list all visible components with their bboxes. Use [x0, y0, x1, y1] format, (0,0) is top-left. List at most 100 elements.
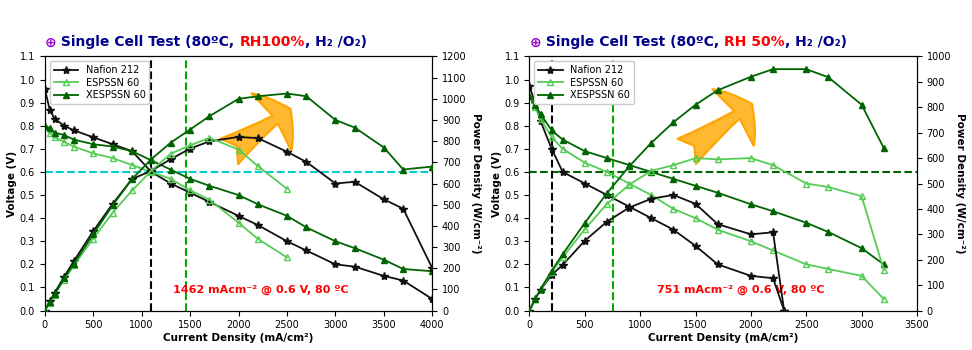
- ESPSSN 60: [557, 147, 569, 151]
- Nafion 212: [126, 149, 138, 153]
- XESPSSN 60: [427, 269, 438, 273]
- Text: ⊕: ⊕: [530, 35, 541, 49]
- Text: , H₂ /O₂): , H₂ /O₂): [305, 35, 366, 49]
- Line: XESPSSN 60: XESPSSN 60: [526, 92, 887, 268]
- ESPSSN 60: [601, 170, 612, 174]
- ESPSSN 60: [546, 135, 558, 139]
- ESPSSN 60: [107, 156, 119, 160]
- Nafion 212: [378, 274, 390, 278]
- XESPSSN 60: [68, 138, 80, 142]
- Nafion 212: [185, 191, 196, 195]
- XESPSSN 60: [557, 138, 569, 142]
- XESPSSN 60: [878, 262, 889, 266]
- ESPSSN 60: [712, 228, 723, 232]
- Nafion 212: [557, 170, 569, 174]
- Nafion 212: [427, 297, 438, 301]
- ESPSSN 60: [529, 105, 540, 109]
- Nafion 212: [601, 193, 612, 197]
- XESPSSN 60: [579, 149, 591, 153]
- Nafion 212: [146, 170, 157, 174]
- Legend: Nafion 212, ESPSSN 60, XESPSSN 60: Nafion 212, ESPSSN 60, XESPSSN 60: [50, 61, 150, 104]
- ESPSSN 60: [281, 255, 293, 259]
- XESPSSN 60: [146, 158, 157, 162]
- Text: RH100%: RH100%: [239, 35, 305, 49]
- XESPSSN 60: [535, 112, 546, 116]
- Nafion 212: [668, 228, 679, 232]
- Nafion 212: [107, 142, 119, 146]
- XESPSSN 60: [524, 93, 536, 98]
- ESPSSN 60: [645, 193, 657, 197]
- XESPSSN 60: [529, 103, 540, 107]
- Y-axis label: Power Density (W/cm⁻²): Power Density (W/cm⁻²): [470, 113, 480, 254]
- ESPSSN 60: [146, 170, 157, 174]
- Nafion 212: [49, 117, 60, 121]
- XESPSSN 60: [767, 209, 779, 213]
- Nafion 212: [252, 223, 263, 227]
- XESPSSN 60: [185, 177, 196, 181]
- XESPSSN 60: [58, 133, 70, 137]
- Nafion 212: [529, 100, 540, 105]
- XESPSSN 60: [822, 230, 834, 234]
- Nafion 212: [398, 278, 409, 282]
- XESPSSN 60: [44, 126, 55, 130]
- Nafion 212: [546, 147, 558, 151]
- Nafion 212: [349, 265, 361, 269]
- XESPSSN 60: [204, 184, 216, 188]
- ESPSSN 60: [49, 135, 60, 139]
- ESPSSN 60: [39, 124, 51, 128]
- XESPSSN 60: [398, 267, 409, 271]
- XESPSSN 60: [330, 239, 341, 243]
- Line: ESPSSN 60: ESPSSN 60: [42, 122, 291, 261]
- XESPSSN 60: [300, 225, 312, 230]
- XESPSSN 60: [107, 145, 119, 149]
- ESPSSN 60: [767, 248, 779, 253]
- XESPSSN 60: [668, 177, 679, 181]
- ESPSSN 60: [185, 188, 196, 193]
- Line: Nafion 212: Nafion 212: [41, 85, 436, 303]
- Nafion 212: [579, 181, 591, 186]
- XESPSSN 60: [623, 163, 635, 167]
- Y-axis label: Voltage (V): Voltage (V): [492, 150, 502, 217]
- ESPSSN 60: [535, 117, 546, 121]
- Nafion 212: [204, 200, 216, 204]
- Nafion 212: [746, 274, 757, 278]
- Nafion 212: [690, 244, 702, 248]
- ESPSSN 60: [878, 297, 889, 301]
- XESPSSN 60: [252, 202, 263, 206]
- Legend: Nafion 212, ESPSSN 60, XESPSSN 60: Nafion 212, ESPSSN 60, XESPSSN 60: [535, 61, 634, 104]
- XESPSSN 60: [378, 258, 390, 262]
- ESPSSN 60: [800, 262, 812, 266]
- ESPSSN 60: [690, 216, 702, 220]
- Nafion 212: [535, 119, 546, 123]
- XESPSSN 60: [855, 246, 867, 250]
- Text: , H₂ /O₂): , H₂ /O₂): [784, 35, 847, 49]
- Nafion 212: [645, 216, 657, 220]
- XESPSSN 60: [746, 202, 757, 206]
- XESPSSN 60: [349, 246, 361, 250]
- Nafion 212: [623, 204, 635, 209]
- Line: Nafion 212: Nafion 212: [525, 82, 788, 315]
- XESPSSN 60: [165, 168, 177, 172]
- ESPSSN 60: [822, 267, 834, 271]
- ESPSSN 60: [44, 131, 55, 135]
- XESPSSN 60: [601, 156, 612, 160]
- XESPSSN 60: [39, 124, 51, 128]
- ESPSSN 60: [204, 197, 216, 202]
- ESPSSN 60: [126, 163, 138, 167]
- Line: ESPSSN 60: ESPSSN 60: [526, 92, 887, 302]
- ESPSSN 60: [252, 237, 263, 241]
- Nafion 212: [44, 107, 55, 112]
- ESPSSN 60: [232, 220, 244, 225]
- XESPSSN 60: [546, 128, 558, 132]
- XESPSSN 60: [232, 193, 244, 197]
- ESPSSN 60: [165, 177, 177, 181]
- XESPSSN 60: [126, 149, 138, 153]
- Nafion 212: [524, 84, 536, 89]
- Text: Single Cell Test (80ºC,: Single Cell Test (80ºC,: [56, 35, 239, 49]
- XESPSSN 60: [690, 184, 702, 188]
- ESPSSN 60: [524, 93, 536, 98]
- Text: Single Cell Test (80ºC,: Single Cell Test (80ºC,: [541, 35, 724, 49]
- ESPSSN 60: [87, 151, 99, 155]
- ESPSSN 60: [68, 145, 80, 149]
- ESPSSN 60: [58, 140, 70, 144]
